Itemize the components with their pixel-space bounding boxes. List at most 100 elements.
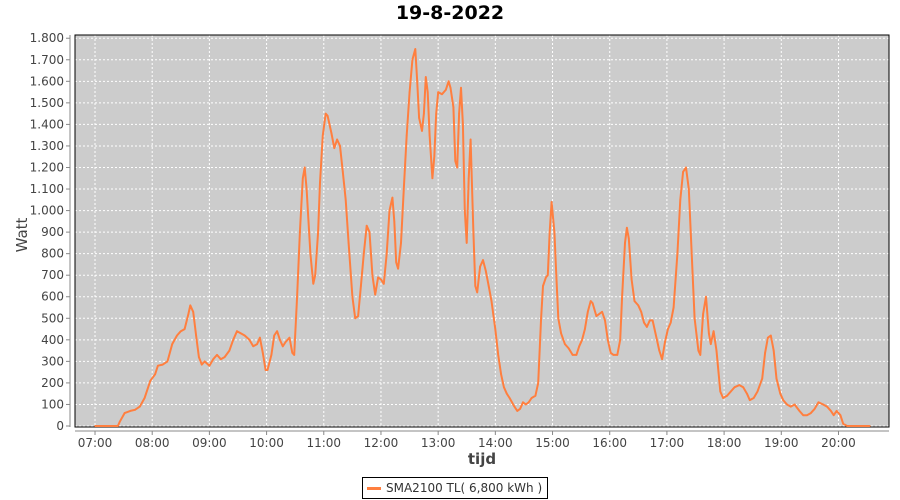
- data-point: [302, 177, 304, 180]
- data-point: [403, 188, 405, 190]
- data-point: [460, 86, 462, 89]
- data-point: [640, 311, 642, 313]
- data-point: [621, 295, 623, 298]
- data-point: [607, 339, 609, 341]
- x-tick-label: 13:00: [421, 436, 456, 450]
- data-point: [223, 356, 226, 358]
- data-point: [479, 265, 481, 268]
- data-point: [351, 295, 354, 298]
- data-point: [118, 420, 121, 423]
- data-point: [220, 358, 222, 361]
- data-point: [826, 405, 828, 408]
- data-point: [664, 341, 666, 343]
- legend-swatch: [367, 486, 381, 490]
- data-point: [798, 410, 801, 412]
- y-tick-label: 800: [41, 247, 64, 261]
- plot-area: [75, 35, 889, 427]
- data-point: [279, 339, 281, 341]
- data-point: [462, 123, 464, 126]
- data-point: [314, 274, 316, 277]
- data-point: [842, 423, 845, 425]
- data-point: [601, 311, 603, 313]
- data-point: [719, 390, 722, 393]
- data-point: [139, 405, 141, 408]
- data-point: [503, 386, 505, 389]
- data-point: [299, 231, 301, 233]
- data-point: [216, 354, 218, 356]
- data-point: [281, 345, 284, 348]
- data-point: [414, 48, 417, 50]
- data-point: [431, 177, 434, 180]
- data-point: [408, 91, 411, 93]
- plot-border: [74, 34, 890, 428]
- data-point: [846, 425, 848, 427]
- data-point: [669, 321, 672, 324]
- data-point: [770, 334, 772, 337]
- data-point: [203, 360, 206, 363]
- data-point: [333, 147, 336, 149]
- data-point: [527, 401, 530, 404]
- data-point: [806, 414, 808, 417]
- data-point: [519, 407, 521, 410]
- data-point: [702, 313, 704, 315]
- data-point: [775, 377, 778, 380]
- data-point: [869, 425, 871, 427]
- data-point: [149, 379, 152, 382]
- x-tick-label: 15:00: [535, 436, 570, 450]
- data-point: [661, 358, 663, 361]
- data-point: [276, 330, 278, 333]
- data-point: [624, 242, 626, 244]
- data-point: [465, 242, 468, 244]
- data-point: [291, 351, 294, 354]
- data-point: [433, 155, 436, 158]
- data-point: [232, 339, 235, 341]
- data-point: [676, 252, 679, 255]
- data-point: [685, 166, 687, 169]
- data-point: [537, 382, 540, 384]
- data-point: [630, 278, 633, 281]
- data-point: [697, 349, 700, 352]
- data-point: [839, 414, 842, 417]
- y-tick-label: 1.100: [30, 182, 64, 196]
- data-point: [530, 397, 533, 399]
- data-point: [288, 336, 291, 339]
- data-point: [418, 117, 420, 119]
- y-tick-label: 1.500: [30, 96, 64, 110]
- data-point: [212, 358, 215, 361]
- data-point: [452, 106, 455, 108]
- data-point: [832, 414, 835, 417]
- y-tick-label: 1.600: [30, 74, 64, 88]
- data-point: [240, 332, 242, 335]
- data-point: [658, 349, 661, 352]
- data-point: [746, 392, 748, 395]
- data-point: [171, 343, 174, 345]
- data-point: [363, 252, 365, 255]
- data-point: [464, 209, 466, 212]
- data-point: [779, 392, 782, 395]
- data-point: [633, 300, 636, 302]
- data-point: [192, 311, 194, 313]
- data-point: [782, 399, 784, 401]
- data-point: [447, 80, 450, 83]
- data-point: [266, 369, 269, 371]
- data-point: [513, 405, 516, 408]
- data-point: [487, 285, 490, 287]
- data-point: [371, 274, 374, 277]
- legend-label: SMA2100 TL( 6,800 kWh ): [386, 481, 543, 495]
- data-point: [154, 373, 156, 376]
- data-point: [525, 403, 527, 406]
- data-point: [421, 130, 423, 132]
- data-point: [534, 395, 537, 397]
- data-point: [123, 412, 126, 414]
- data-point: [578, 345, 581, 348]
- data-point: [322, 134, 324, 136]
- x-tick-label: 18:00: [707, 436, 742, 450]
- y-tick-label: 500: [41, 311, 64, 325]
- data-point: [786, 403, 788, 406]
- data-point: [497, 354, 500, 356]
- data-point: [342, 170, 344, 173]
- data-point: [609, 351, 612, 354]
- data-point: [790, 405, 792, 408]
- x-tick-label: 14:00: [478, 436, 513, 450]
- data-point: [567, 347, 570, 350]
